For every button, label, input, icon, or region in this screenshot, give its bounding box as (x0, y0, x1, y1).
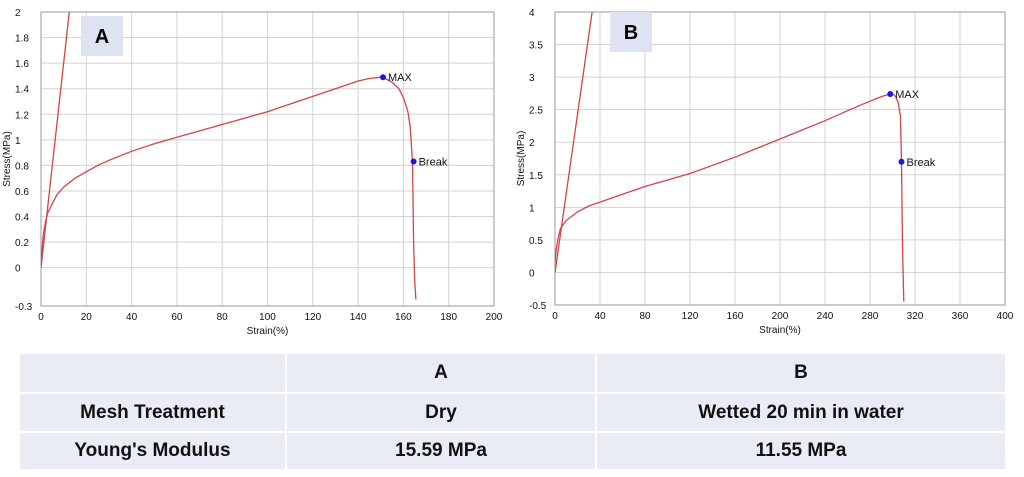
modulus-line (41, 12, 70, 268)
results-table: A B Mesh Treatment Dry Wetted 20 min in … (20, 354, 1005, 472)
x-tick-label: 0 (552, 311, 558, 322)
x-tick-label: 40 (126, 312, 138, 323)
y-tick-label: 0.2 (15, 238, 29, 249)
x-tick-label: 280 (862, 311, 879, 322)
table-cell: 15.59 MPa (285, 431, 596, 472)
x-tick-label: 400 (997, 311, 1014, 322)
table-row: Young's Modulus 15.59 MPa 11.55 MPa (20, 431, 1005, 472)
x-tick-label: 140 (350, 312, 367, 323)
y-tick-label: 1.5 (529, 171, 543, 182)
row-label-youngs-modulus: Young's Modulus (20, 431, 286, 472)
break-label: Break (419, 157, 448, 169)
y-tick-label: 2 (15, 8, 21, 19)
row-label-mesh-treatment: Mesh Treatment (20, 393, 286, 433)
x-tick-label: 180 (440, 312, 457, 323)
y-tick-label: 4 (529, 8, 535, 19)
break-marker (410, 158, 417, 165)
x-tick-label: 160 (727, 311, 744, 322)
max-marker (380, 74, 387, 81)
max-label: MAX (895, 89, 920, 101)
y-tick-label: 1 (529, 203, 535, 214)
y-tick-label: 1.2 (15, 110, 29, 121)
y-tick-label: 0 (15, 264, 21, 275)
table-cell: Dry (285, 393, 596, 433)
y-tick-label: 3.5 (529, 41, 543, 52)
break-label: Break (907, 157, 936, 169)
y-tick-label: 1.6 (15, 59, 29, 70)
y-tick-label: 0 (529, 268, 535, 279)
plot-frame (40, 11, 495, 307)
x-tick-label: 160 (395, 312, 412, 323)
x-tick-label: 80 (217, 312, 229, 323)
stress-strain-curve (555, 93, 905, 302)
y-tick-label: 2.5 (529, 106, 543, 117)
x-tick-label: 20 (81, 312, 93, 323)
y-tick-label: 0.8 (15, 161, 29, 172)
x-tick-label: 100 (259, 312, 276, 323)
panel-tag-box (81, 16, 123, 56)
max-label: MAX (388, 72, 413, 84)
y-axis-label: Stress(MPa) (2, 131, 13, 187)
y-axis-label: Stress(MPa) (516, 131, 527, 187)
y-tick-label: 2 (529, 138, 535, 149)
x-tick-label: 120 (304, 312, 321, 323)
x-tick-label: 320 (907, 311, 924, 322)
x-tick-label: 240 (817, 311, 834, 322)
panel-tag-label: B (624, 22, 638, 44)
y-tick-label: 0.5 (529, 236, 543, 247)
table-row: Mesh Treatment Dry Wetted 20 min in wate… (20, 393, 1005, 433)
x-tick-label: 60 (171, 312, 183, 323)
x-tick-label: 200 (486, 312, 503, 323)
x-tick-label: 120 (682, 311, 699, 322)
x-tick-label: 0 (38, 312, 44, 323)
x-tick-label: 360 (952, 311, 969, 322)
x-axis-label: Strain(%) (759, 325, 801, 336)
y-tick-label: 1.4 (15, 85, 29, 96)
y-tick-label: 1 (15, 136, 21, 147)
panel-tag-label: A (95, 26, 109, 48)
table-header-cell: B (595, 354, 1005, 395)
table-header-row: A B (20, 354, 1005, 395)
table-cell: Wetted 20 min in water (595, 393, 1005, 433)
table-cell: 11.55 MPa (595, 431, 1005, 472)
y-tick-label: -0.5 (529, 301, 547, 312)
table-header-cell (20, 354, 286, 395)
stress-strain-curve (41, 76, 417, 300)
x-tick-label: 40 (594, 311, 606, 322)
stress-strain-charts: 0 20 40 60 80 100 120 140 160 180 200-0.300.20.40.… (2, 8, 1014, 337)
x-tick-label: 200 (772, 311, 789, 322)
break-marker (898, 158, 905, 165)
y-tick-label: 0.6 (15, 187, 29, 198)
y-tick-label: -0.3 (15, 302, 33, 313)
modulus-line (555, 12, 593, 273)
x-axis-label: Strain(%) (247, 326, 289, 337)
y-tick-label: 1.8 (15, 34, 29, 45)
max-marker (887, 91, 894, 98)
plot-frame (554, 11, 1006, 306)
y-tick-label: 3 (529, 73, 535, 84)
chart-b: 0 40 80 120 160 200 240 280 320 360 400 -0.5 0 0.5 1 1.… (516, 8, 1014, 336)
table-header-cell: A (285, 354, 596, 395)
chart-a: 0 20 40 60 80 100 120 140 160 180 200 -0.3 0 0.2 0.4 0.… (2, 8, 503, 337)
panel-tag-box (610, 12, 652, 52)
y-tick-label: 0.4 (15, 213, 29, 224)
x-tick-label: 80 (639, 311, 651, 322)
